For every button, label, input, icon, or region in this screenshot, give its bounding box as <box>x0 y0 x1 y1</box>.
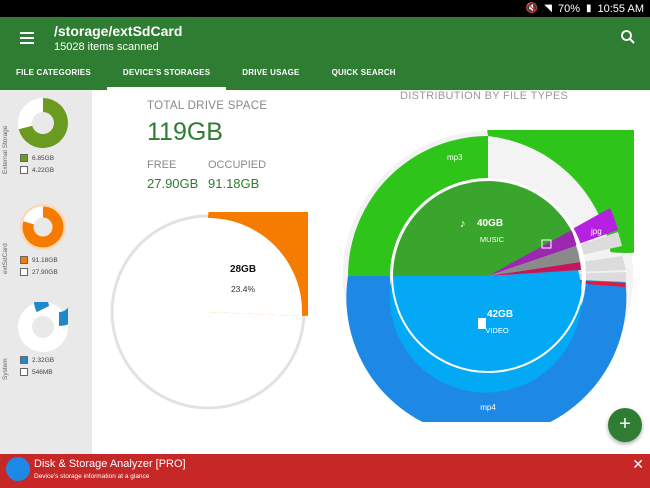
legend-free: 27.90GB <box>20 268 58 276</box>
inner-slice-grey <box>488 246 580 276</box>
mp4-label: mp4 <box>480 403 496 412</box>
app-logo-icon <box>6 457 30 481</box>
sidebar-item-label: System <box>2 358 9 380</box>
legend-used: 91.18GB <box>20 256 58 264</box>
jpg-label: jpg <box>590 227 602 236</box>
music-icon: ♪ <box>460 218 466 230</box>
storage-sidebar: External Storage 6.85GB 4.22GB extSdCard… <box>0 90 92 454</box>
video-inner-slice <box>389 270 582 393</box>
items-scanned: 15028 items scanned <box>54 41 159 53</box>
image-inner-slice <box>488 230 576 276</box>
music-label: MUSIC <box>480 235 505 244</box>
music-size: 40GB <box>477 218 503 229</box>
free-swatch <box>20 268 28 276</box>
wifi-icon: ◥ <box>544 3 552 14</box>
legend-free: 4.22GB <box>20 166 54 174</box>
pie-used-size: 91GB <box>169 340 190 349</box>
main-content: TOTAL DRIVE SPACE 119GB FREE OCCUPIED 27… <box>92 90 650 454</box>
video-size: 42GB <box>487 309 513 320</box>
sidebar-item-system[interactable]: System 2.32GB 546MB <box>0 300 92 408</box>
system-donut <box>18 302 68 352</box>
close-icon[interactable]: ✕ <box>632 456 644 472</box>
tab-file-categories[interactable]: FILE CATEGORIES <box>16 68 91 77</box>
mp3-outer-slice <box>487 130 634 276</box>
inner-slice-red <box>488 262 581 276</box>
tab-drive-usage[interactable]: DRIVE USAGE <box>242 68 300 77</box>
app-bar: /storage/extSdCard 15028 items scanned F… <box>0 17 650 90</box>
drive-usage-pie: 28GB 23.4% 76.6% 91GB <box>110 212 308 410</box>
tab-quick-search[interactable]: QUICK SEARCH <box>331 68 396 77</box>
free-size: 4.22GB <box>32 166 55 174</box>
used-swatch <box>20 356 28 364</box>
sidebar-item-label: External Storage <box>2 125 9 174</box>
used-swatch <box>20 154 28 162</box>
extsdcard-donut <box>20 204 66 250</box>
free-swatch <box>20 368 28 376</box>
file-type-distribution-chart: mp3 jpg mp4 ♪ 40GB MUSIC 42GB VIDEO <box>343 130 634 422</box>
free-label: FREE <box>147 159 177 171</box>
pie-free-size: 28GB <box>230 264 256 275</box>
ad-banner[interactable]: Disk & Storage Analyzer [PRO] Device's s… <box>0 454 650 488</box>
clock: 10:55 AM <box>597 2 644 15</box>
occupied-label: OCCUPIED <box>208 159 267 171</box>
menu-icon[interactable] <box>20 29 40 49</box>
page-title: /storage/extSdCard <box>54 23 183 39</box>
search-icon[interactable] <box>620 29 636 45</box>
ad-title: Disk & Storage Analyzer [PRO] <box>34 458 186 470</box>
free-size: 27.90GB <box>32 268 58 276</box>
total-drive-space-label: TOTAL DRIVE SPACE <box>147 100 268 112</box>
music-inner-slice <box>392 180 572 276</box>
add-fab-button[interactable]: + <box>608 408 642 442</box>
battery-level: 70% <box>557 2 580 15</box>
free-swatch <box>20 166 28 174</box>
video-label: VIDEO <box>485 326 509 335</box>
pie-used-pct: 76.6% <box>170 329 188 335</box>
status-bar: 🔇 ◥ 70% ▮ 10:55 AM <box>0 0 650 17</box>
video-icon <box>478 318 486 329</box>
battery-icon: ▮ <box>586 3 592 14</box>
legend-used: 2.32GB <box>20 356 54 364</box>
pie-slice-free <box>208 217 303 316</box>
free-size: 546MB <box>32 368 53 376</box>
sidebar-item-extsdcard[interactable]: extSdCard 91.18GB 27.90GB <box>0 198 92 306</box>
tab-devices-storages[interactable]: DEVICE'S STORAGES <box>106 65 227 90</box>
used-size: 91.18GB <box>32 256 58 264</box>
external-storage-donut <box>18 98 68 148</box>
occupied-value: 91.18GB <box>208 176 260 191</box>
used-swatch <box>20 256 28 264</box>
distribution-label: DISTRIBUTION BY FILE TYPES <box>400 90 569 102</box>
used-size: 6.85GB <box>32 154 55 162</box>
legend-free: 546MB <box>20 368 53 376</box>
image-icon <box>541 239 552 249</box>
free-value: 27.90GB <box>147 176 199 191</box>
used-size: 2.32GB <box>32 356 55 364</box>
sidebar-item-label: extSdCard <box>2 243 9 274</box>
mp3-label: mp3 <box>447 153 463 162</box>
tab-bar: FILE CATEGORIES DEVICE'S STORAGES DRIVE … <box>0 65 412 90</box>
total-drive-space-value: 119GB <box>147 118 223 146</box>
legend-used: 6.85GB <box>20 154 54 162</box>
mute-icon: 🔇 <box>525 3 539 14</box>
sidebar-item-external-storage[interactable]: External Storage 6.85GB 4.22GB <box>0 90 92 198</box>
pie-free-pct: 23.4% <box>231 284 256 294</box>
ad-subtitle: Device's storage information at a glance <box>34 473 150 480</box>
